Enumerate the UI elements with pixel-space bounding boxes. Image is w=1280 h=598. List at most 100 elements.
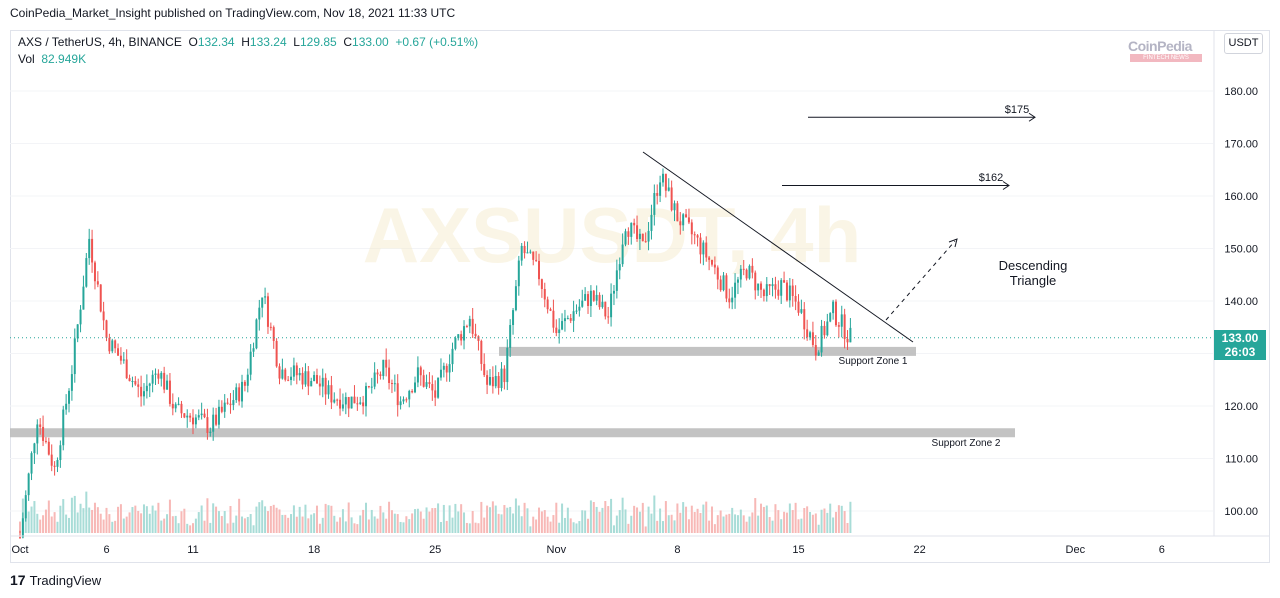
candle-body xyxy=(598,294,601,308)
candle-body xyxy=(186,415,189,418)
brand-logo: CoinPedia xyxy=(1128,38,1192,54)
volume-bar xyxy=(644,526,647,533)
volume-bar xyxy=(699,512,702,533)
volume-bar xyxy=(264,506,267,533)
symbol-label[interactable]: AXS / TetherUS, 4h, BINANCE xyxy=(18,35,182,49)
candle-body xyxy=(791,285,794,297)
volume-bar xyxy=(347,502,350,533)
volume-bar xyxy=(411,513,414,533)
candle-body xyxy=(42,426,45,441)
volume-bar xyxy=(794,502,797,533)
volume-bar xyxy=(621,497,624,533)
vol-label[interactable]: Vol xyxy=(18,52,35,66)
candle-body xyxy=(653,193,656,215)
target-162-label: $162 xyxy=(979,172,1003,184)
volume-bar xyxy=(85,491,88,533)
candle-body xyxy=(708,257,711,260)
volume-bar xyxy=(295,516,298,533)
candle-body xyxy=(448,364,451,373)
candle-body xyxy=(561,321,564,330)
volume-bar xyxy=(520,516,523,533)
volume-bar xyxy=(814,513,817,533)
volume-bar xyxy=(241,516,244,533)
volume-bar xyxy=(670,514,673,533)
candle-body xyxy=(803,309,806,330)
candle-body xyxy=(734,282,737,298)
volume-bar xyxy=(315,505,318,533)
volume-bar xyxy=(757,515,760,533)
candle-body xyxy=(572,311,575,321)
x-tick-label: 6 xyxy=(103,544,109,556)
tradingview-footer[interactable]: 17 TradingView xyxy=(10,572,101,588)
volume-bar xyxy=(708,520,711,533)
candle-body xyxy=(76,324,79,339)
candle-body xyxy=(163,372,166,390)
candle-body xyxy=(379,374,382,376)
candle-body xyxy=(177,403,180,405)
candle-body xyxy=(278,366,281,379)
volume-bar xyxy=(797,519,800,533)
candle-body xyxy=(437,377,440,398)
volume-bar xyxy=(154,510,157,533)
volume-bar xyxy=(212,503,215,533)
volume-bar xyxy=(243,518,246,533)
candle-body xyxy=(834,301,837,326)
candle-body xyxy=(526,252,529,254)
candle-body xyxy=(431,384,434,391)
volume-bar xyxy=(399,521,402,533)
low-value: 129.85 xyxy=(299,35,337,49)
candle-body xyxy=(131,381,134,383)
candle-body xyxy=(362,402,365,407)
candle-body xyxy=(160,372,163,379)
candle-body xyxy=(194,417,197,425)
candle-body xyxy=(151,374,154,384)
candle-body xyxy=(261,297,264,308)
currency-button[interactable]: USDT xyxy=(1224,33,1263,54)
volume-bar xyxy=(50,516,53,533)
candle-body xyxy=(350,396,353,409)
volume-bar xyxy=(685,506,688,533)
target-175-label: $175 xyxy=(1005,104,1029,116)
candle-body xyxy=(217,406,220,425)
candle-body xyxy=(434,390,437,398)
candle-body xyxy=(122,359,125,361)
candle-body xyxy=(575,310,578,312)
candle-body xyxy=(500,368,503,388)
volume-bar xyxy=(659,508,662,533)
candle-body xyxy=(840,314,843,327)
candle-body xyxy=(298,372,301,376)
volume-bar xyxy=(362,509,365,533)
candle-body xyxy=(53,465,56,467)
volume-bar xyxy=(229,506,232,533)
candle-body xyxy=(102,311,105,321)
candle-body xyxy=(189,415,192,418)
volume-bar xyxy=(760,503,763,533)
candle-body xyxy=(295,365,298,376)
volume-bar xyxy=(483,517,486,533)
volume-bar xyxy=(650,513,653,533)
volume-bar xyxy=(615,515,618,533)
volume-bar xyxy=(463,512,466,533)
pattern-label-line2: Triangle xyxy=(1010,273,1056,288)
candle-body xyxy=(506,347,509,383)
candle-body xyxy=(425,382,428,387)
volume-bar xyxy=(751,512,754,533)
candle-body xyxy=(154,373,157,375)
candle-body xyxy=(751,265,754,273)
volume-bar xyxy=(275,507,278,533)
candle-body xyxy=(318,383,321,387)
candle-body xyxy=(428,382,431,385)
x-tick-label: 22 xyxy=(913,544,925,556)
candle-body xyxy=(333,399,336,403)
brand-sub: FINTECH NEWS xyxy=(1130,54,1202,62)
volume-bar xyxy=(76,512,79,533)
volume-bar xyxy=(785,512,788,533)
candle-body xyxy=(114,340,117,349)
volume-bar xyxy=(414,509,417,533)
candle-body xyxy=(774,284,777,290)
candle-body xyxy=(88,238,91,259)
candle-body xyxy=(315,375,318,384)
candle-body xyxy=(736,279,739,283)
volume-bar xyxy=(500,514,503,533)
